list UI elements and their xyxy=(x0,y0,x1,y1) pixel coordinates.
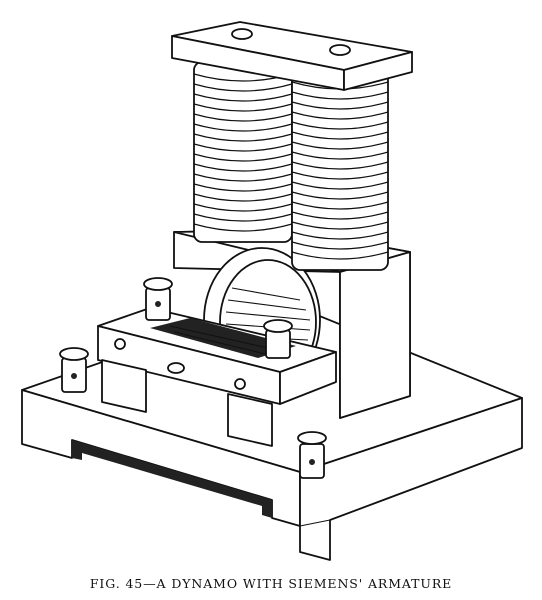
dynamo-illustration xyxy=(21,21,523,561)
figure-caption: FIG. 45—A DYNAMO WITH SIEMENS' ARMATURE xyxy=(89,576,453,591)
field-coil-right xyxy=(291,69,389,271)
pillow-block-left xyxy=(101,359,147,413)
pillow-block-right xyxy=(227,393,273,447)
brush-holder xyxy=(97,307,337,405)
binding-post-front xyxy=(297,431,327,479)
top-yoke xyxy=(171,21,413,91)
binding-post-top xyxy=(143,277,173,321)
binding-post-center xyxy=(263,319,293,359)
binding-post-left xyxy=(59,347,89,393)
field-coil-left xyxy=(193,61,293,243)
